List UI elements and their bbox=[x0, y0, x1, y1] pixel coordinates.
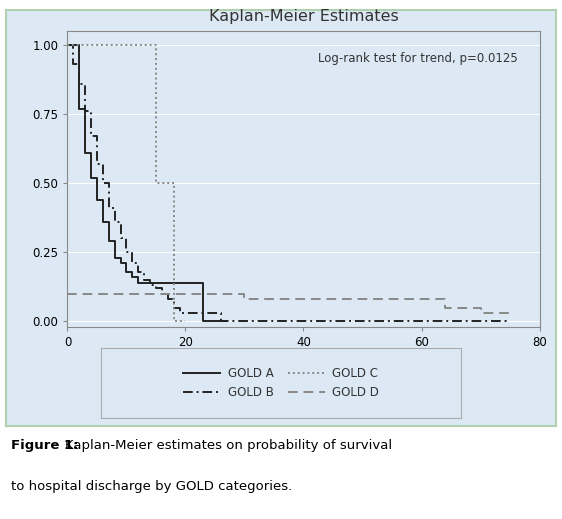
Title: Kaplan-Meier Estimates: Kaplan-Meier Estimates bbox=[209, 9, 398, 24]
Text: Kaplan-Meier estimates on probability of survival: Kaplan-Meier estimates on probability of… bbox=[65, 439, 392, 452]
Text: to hospital discharge by GOLD categories.: to hospital discharge by GOLD categories… bbox=[11, 480, 292, 493]
Legend: GOLD A, GOLD B, GOLD C, GOLD D: GOLD A, GOLD B, GOLD C, GOLD D bbox=[178, 362, 384, 403]
Text: Figure 1:: Figure 1: bbox=[11, 439, 79, 452]
X-axis label: Length of Hospital Stay (Days): Length of Hospital Stay (Days) bbox=[208, 354, 399, 367]
Text: Log-rank test for trend, p=0.0125: Log-rank test for trend, p=0.0125 bbox=[318, 52, 518, 65]
